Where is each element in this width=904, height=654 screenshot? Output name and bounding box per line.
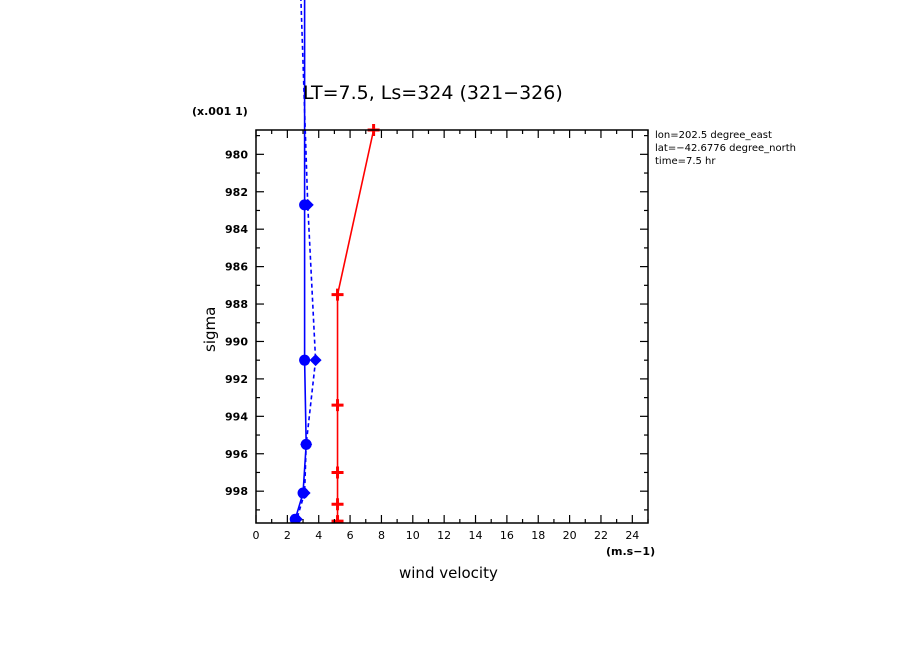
x-tick-label: 4 bbox=[315, 529, 322, 542]
series-layer bbox=[289, 0, 380, 523]
x-tick-label: 16 bbox=[500, 529, 514, 542]
y-tick-label: 990 bbox=[225, 335, 248, 348]
series-3-point bbox=[301, 198, 314, 211]
x-tick-label: 14 bbox=[469, 529, 483, 542]
series-3-point bbox=[309, 354, 322, 367]
axes-layer: 0 2 4 6 8 10 12 14 16 18 20 22 249809829849869889909… bbox=[225, 130, 649, 542]
y-tick-label: 996 bbox=[225, 448, 248, 461]
series-1-point bbox=[331, 399, 344, 412]
y-tick-label: 994 bbox=[225, 410, 248, 423]
x-unit-label: (m.s−1) bbox=[606, 545, 655, 558]
annotation-lon: lon=202.5 degree_east bbox=[655, 130, 772, 141]
x-tick-label: 18 bbox=[531, 529, 545, 542]
series-3-point bbox=[298, 487, 311, 500]
y-tick-label: 998 bbox=[225, 485, 248, 498]
y-tick-label: 980 bbox=[225, 148, 248, 161]
y-tick-label: 988 bbox=[225, 298, 248, 311]
series-1-point bbox=[331, 466, 344, 479]
series-2-point bbox=[299, 354, 311, 366]
x-tick-label: 0 bbox=[253, 529, 260, 542]
series-1-point bbox=[331, 498, 344, 511]
x-tick-label: 12 bbox=[437, 529, 451, 542]
chart-title: LT=7.5, Ls=324 (321−326) bbox=[303, 82, 563, 104]
x-tick-label: 24 bbox=[625, 529, 639, 542]
series-1-point bbox=[331, 288, 344, 301]
y-axis-label: sigma bbox=[201, 307, 219, 352]
annotation-time: time=7.5 hr bbox=[655, 156, 716, 167]
series-1-point bbox=[331, 515, 344, 523]
series-3-point bbox=[290, 513, 303, 523]
x-tick-label: 22 bbox=[594, 529, 608, 542]
plot-frame bbox=[255, 129, 649, 524]
y-tick-label: 986 bbox=[225, 261, 248, 274]
x-tick-label: 2 bbox=[284, 529, 291, 542]
series-3-point bbox=[300, 438, 313, 451]
y-tick-label: 982 bbox=[225, 186, 248, 199]
annotation-lat: lat=−42.6776 degree_north bbox=[655, 143, 796, 154]
x-tick-label: 6 bbox=[347, 529, 354, 542]
x-axis-label: wind velocity bbox=[399, 564, 498, 582]
y-unit-label: (x.001 1) bbox=[192, 105, 248, 118]
x-tick-label: 20 bbox=[563, 529, 577, 542]
y-tick-label: 984 bbox=[225, 223, 248, 236]
x-tick-label: 8 bbox=[378, 529, 385, 542]
y-tick-label: 992 bbox=[225, 373, 248, 386]
x-tick-label: 10 bbox=[406, 529, 420, 542]
